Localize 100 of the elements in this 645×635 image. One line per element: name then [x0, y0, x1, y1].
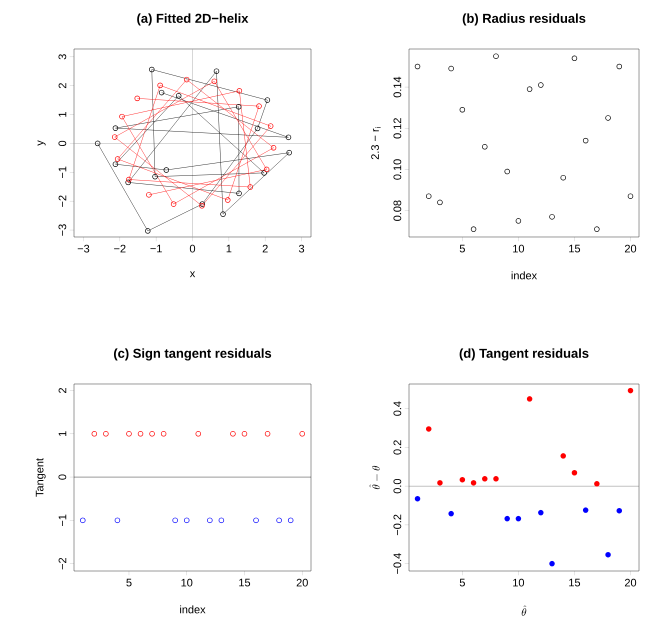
y-tick-label: 0.12 [393, 118, 402, 139]
y-axis-title: 2.3 − r$_{i}$ [371, 127, 381, 160]
point [448, 66, 454, 72]
x-tick-label: 15 [569, 578, 580, 586]
point [504, 516, 510, 522]
x-tick-label: 1 [226, 244, 232, 252]
y-tick-label: 0 [58, 140, 66, 146]
point [261, 170, 267, 176]
point [152, 174, 158, 180]
point [437, 480, 443, 486]
x-axis-title: x [190, 271, 196, 278]
point [126, 176, 132, 182]
point [184, 76, 190, 82]
point [264, 97, 270, 103]
y-axis-title: Tangent [36, 458, 46, 497]
y-tick-label: 0.2 [393, 440, 402, 455]
point [460, 476, 466, 482]
point [504, 168, 510, 174]
point [270, 145, 276, 151]
x-tick-label: 5 [460, 244, 465, 252]
x-tick-label: 5 [126, 578, 132, 586]
point [594, 226, 600, 232]
x-tick-label: 2 [262, 244, 268, 252]
chart-title: (b) Radius residuals [462, 13, 586, 26]
point [538, 82, 544, 88]
point [582, 138, 588, 144]
point [493, 53, 499, 59]
point [616, 64, 622, 70]
point [493, 476, 499, 482]
point [256, 103, 262, 109]
point [286, 150, 292, 156]
point [605, 552, 611, 558]
point [220, 211, 226, 217]
x-tick-label: −3 [78, 244, 90, 253]
point [114, 156, 120, 162]
point [119, 114, 125, 120]
point [112, 134, 118, 140]
point [286, 134, 292, 140]
y-tick-label: 0.4 [393, 401, 402, 416]
point [414, 64, 420, 70]
x-tick-label: 0 [190, 244, 196, 253]
x-tick-label: 20 [624, 244, 636, 253]
point [549, 214, 555, 220]
x-tick-label: 15 [239, 578, 250, 586]
point [145, 228, 151, 234]
x-tick-label: −2 [114, 244, 126, 252]
x-tick-label: 10 [513, 244, 524, 253]
point [164, 167, 170, 173]
point [560, 174, 566, 180]
point [582, 507, 588, 513]
point [212, 78, 218, 84]
point [560, 453, 566, 459]
y-tick-label: −0.4 [393, 553, 402, 574]
chart-title: (a) Fitted 2D−helix [137, 13, 248, 26]
y-tick-label: −3 [58, 224, 66, 236]
y-tick-label: 0.14 [393, 76, 402, 98]
y-tick-label: 0.0 [393, 478, 402, 494]
y-tick-label: 1 [58, 112, 66, 117]
point [248, 184, 254, 190]
y-tick-label: −1 [58, 514, 66, 526]
y-tick-label: 2 [58, 83, 66, 88]
point [236, 104, 242, 110]
point [157, 82, 163, 88]
point [268, 123, 274, 129]
point [426, 193, 432, 199]
point [176, 93, 182, 99]
point [112, 161, 118, 167]
point [426, 426, 432, 432]
point [572, 470, 578, 476]
point [628, 388, 634, 394]
point [170, 201, 176, 207]
x-axis-title: index [180, 605, 206, 614]
y-tick-label: −0.2 [393, 514, 402, 536]
point [460, 106, 466, 112]
y-tick-label: 0.10 [393, 159, 402, 180]
x-tick-label: −1 [150, 244, 162, 252]
point [628, 193, 634, 199]
x-tick-label: 15 [569, 244, 580, 252]
x-axis-title: index [512, 271, 537, 280]
point [414, 496, 420, 502]
y-tick-label: −2 [58, 195, 66, 207]
point [112, 125, 118, 131]
point [549, 560, 555, 566]
point [482, 476, 488, 482]
point [125, 180, 131, 186]
y-axis-title: y [38, 140, 46, 146]
y-tick-label: 2 [58, 388, 66, 393]
point [482, 144, 488, 150]
y-tick-label: 3 [58, 54, 66, 60]
x-tick-label: 20 [296, 578, 308, 587]
point [605, 115, 611, 121]
point [470, 480, 476, 486]
x-axis-title: $\hat{\theta}$ [522, 605, 526, 616]
point [470, 226, 476, 232]
point [572, 56, 578, 62]
point [254, 126, 260, 132]
x-tick-label: 10 [181, 578, 192, 587]
point [526, 396, 532, 402]
point [264, 166, 270, 172]
point [616, 508, 622, 514]
